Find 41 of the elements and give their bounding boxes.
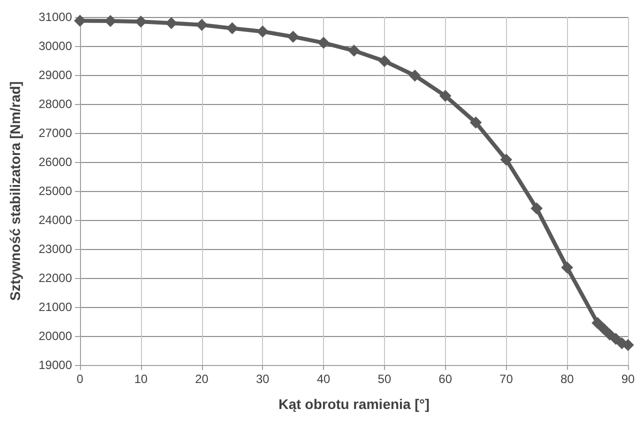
x-tick-label: 0 xyxy=(76,372,84,386)
x-tick-label: 50 xyxy=(378,372,392,386)
x-tick-label: 60 xyxy=(438,372,452,386)
y-tick-label: 24000 xyxy=(38,213,72,227)
y-axis-title: Sztywność stabilizatora [Nm/rad] xyxy=(7,81,23,301)
point xyxy=(318,36,330,49)
point xyxy=(74,14,86,27)
point xyxy=(165,17,178,30)
y-tick-label: 23000 xyxy=(38,242,72,256)
point xyxy=(348,44,360,57)
y-tick-label: 25000 xyxy=(38,184,72,198)
x-tick-label: 20 xyxy=(195,372,209,386)
y-tick-label: 20000 xyxy=(38,329,72,343)
point xyxy=(561,262,574,274)
y-tick-label: 21000 xyxy=(38,300,72,314)
y-tick-label: 26000 xyxy=(38,155,72,169)
point xyxy=(470,116,482,129)
point xyxy=(530,202,543,214)
point xyxy=(500,154,512,166)
point xyxy=(287,30,300,43)
y-tick-label: 19000 xyxy=(38,358,72,372)
y-tick-label: 22000 xyxy=(38,271,72,285)
point xyxy=(378,55,390,68)
point xyxy=(256,26,269,38)
point xyxy=(226,22,238,34)
y-tick-label: 30000 xyxy=(38,39,72,53)
point xyxy=(439,90,452,102)
y-tick-label: 29000 xyxy=(38,68,72,82)
x-tick-label: 10 xyxy=(134,372,148,386)
x-tick-label: 30 xyxy=(256,372,270,386)
point xyxy=(408,70,421,82)
x-tick-label: 80 xyxy=(560,372,574,386)
x-axis-title: Kąt obrotu ramienia [°] xyxy=(278,396,430,412)
point xyxy=(592,316,604,329)
x-tick-label: 90 xyxy=(621,372,635,386)
y-tick-label: 27000 xyxy=(38,126,72,140)
y-tick-label: 28000 xyxy=(38,97,72,111)
point xyxy=(598,322,610,335)
y-tick-label: 31000 xyxy=(38,10,72,24)
x-tick-label: 40 xyxy=(316,372,331,386)
x-tick-label: 70 xyxy=(500,372,514,386)
